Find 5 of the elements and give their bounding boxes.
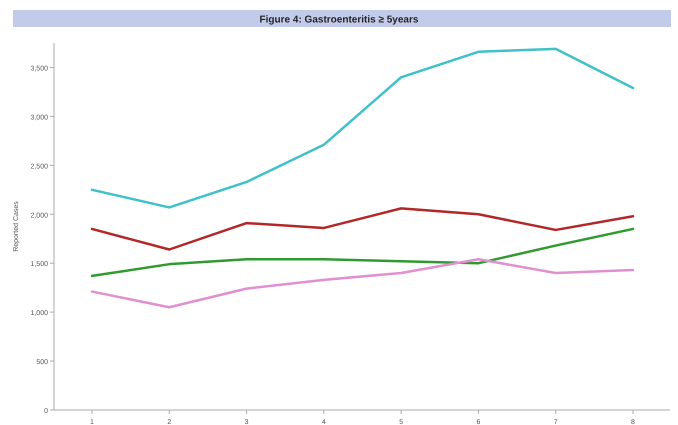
line-series bbox=[90, 48, 634, 209]
chart-title: Figure 4: Gastroenteritis ≥ 5years bbox=[260, 14, 419, 26]
line-series bbox=[90, 207, 634, 251]
line-series bbox=[90, 228, 634, 278]
line-series bbox=[90, 258, 634, 308]
